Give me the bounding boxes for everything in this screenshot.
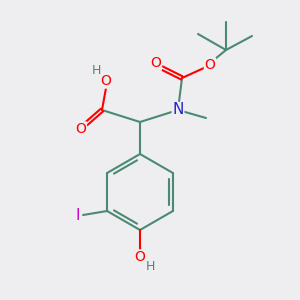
Text: N: N [172, 103, 184, 118]
Text: O: O [205, 58, 215, 72]
Text: I: I [76, 208, 80, 223]
Text: O: O [100, 74, 111, 88]
Text: H: H [145, 260, 155, 272]
Text: O: O [151, 56, 161, 70]
Text: O: O [135, 250, 146, 264]
Text: H: H [91, 64, 101, 77]
Text: O: O [76, 122, 86, 136]
